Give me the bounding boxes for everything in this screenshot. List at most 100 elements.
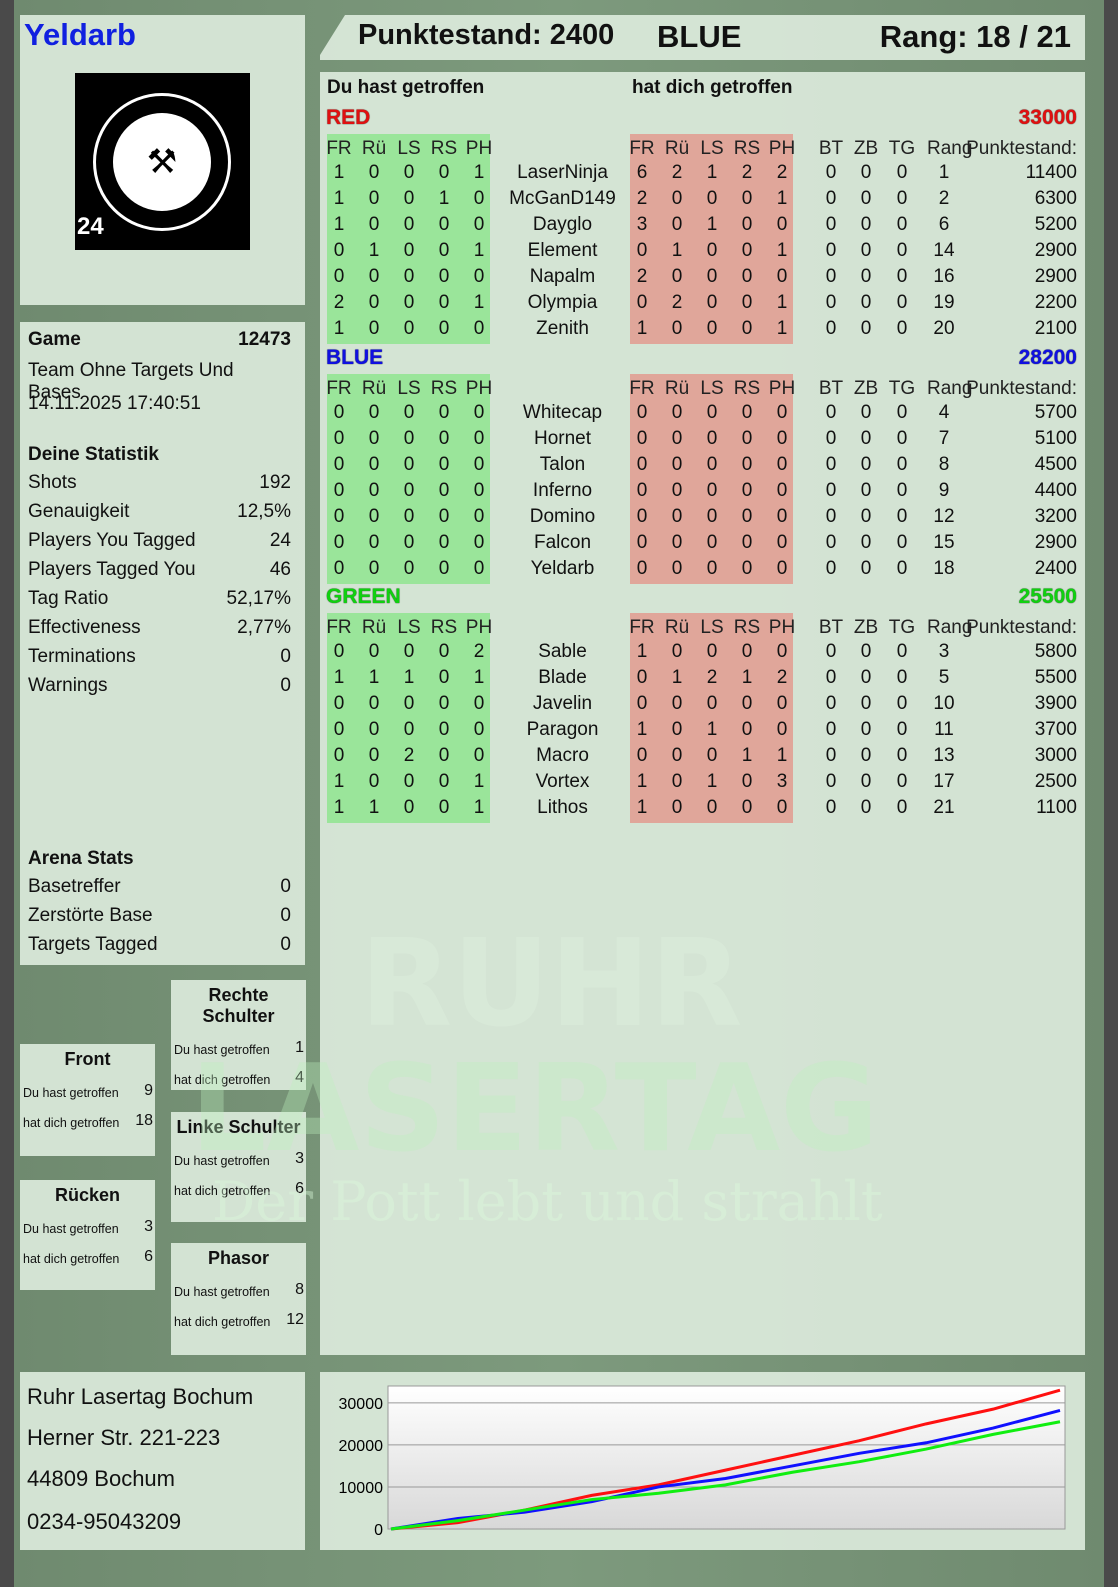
player-score: 5500 bbox=[1034, 667, 1077, 688]
stat-cell: 0 bbox=[825, 641, 837, 662]
col-header: RS bbox=[733, 138, 761, 159]
stat-row: Genauigkeit 12,5% bbox=[28, 501, 291, 523]
stat-cell: 0 bbox=[896, 292, 908, 313]
hit-you-cell: 0 bbox=[741, 771, 753, 792]
logo-number: 24 bbox=[77, 213, 104, 240]
hit-you-cell: 0 bbox=[741, 292, 753, 313]
player-score: 2200 bbox=[1034, 292, 1077, 313]
stat-value: 0 bbox=[280, 675, 291, 696]
hit-you-cell: 0 bbox=[636, 745, 648, 766]
hit-you-cell: 0 bbox=[706, 532, 718, 553]
zone-title: Linke Schulter bbox=[176, 1117, 301, 1137]
zone-row-value: 9 bbox=[144, 1082, 153, 1099]
col-header: Punktestand: bbox=[966, 378, 1077, 399]
you-hit-cell: 0 bbox=[368, 428, 380, 449]
stat-label: Terminations bbox=[28, 646, 136, 667]
hit-you-cell: 0 bbox=[741, 188, 753, 209]
player-name: Napalm bbox=[529, 266, 596, 287]
col-header: PH bbox=[465, 378, 493, 399]
zone-row-value: 1 bbox=[295, 1039, 304, 1056]
hit-you-cell: 0 bbox=[671, 719, 683, 740]
stat-cell: 0 bbox=[860, 532, 872, 553]
col-header: RS bbox=[430, 617, 458, 638]
stat-cell: 16 bbox=[933, 266, 955, 287]
col-header: ZB bbox=[853, 617, 879, 638]
you-hit-cell: 0 bbox=[403, 188, 415, 209]
you-hit-cell: 1 bbox=[368, 797, 380, 818]
hit-you-cell: 0 bbox=[706, 266, 718, 287]
hit-you-cell: 0 bbox=[636, 428, 648, 449]
you-hit-cell: 1 bbox=[438, 188, 450, 209]
zone-row-label: Du hast getroffen bbox=[174, 1043, 270, 1057]
col-header: PH bbox=[768, 617, 796, 638]
stat-row: Shots 192 bbox=[28, 472, 291, 494]
series-line bbox=[390, 1420, 1061, 1531]
zone-row-label: Du hast getroffen bbox=[174, 1285, 270, 1299]
stat-cell: 0 bbox=[860, 693, 872, 714]
address-city: 44809 Bochum bbox=[27, 1466, 175, 1491]
col-header: ZB bbox=[853, 378, 879, 399]
stat-cell: 0 bbox=[860, 797, 872, 818]
arena-row: Basetreffer 0 bbox=[28, 876, 291, 898]
you-hit-cell: 0 bbox=[438, 558, 450, 579]
stat-cell: 0 bbox=[860, 428, 872, 449]
hit-you-cell: 0 bbox=[741, 428, 753, 449]
player-score: 5100 bbox=[1034, 428, 1077, 449]
you-hit-cell: 0 bbox=[403, 454, 415, 475]
stat-value: 52,17% bbox=[226, 588, 291, 609]
you-hit-cell: 0 bbox=[438, 771, 450, 792]
hit-you-cell: 0 bbox=[671, 318, 683, 339]
you-hit-cell: 0 bbox=[438, 266, 450, 287]
you-hit-cell: 1 bbox=[403, 667, 415, 688]
you-hit-cell: 1 bbox=[333, 162, 345, 183]
zone-row-value: 3 bbox=[144, 1218, 153, 1235]
stat-cell: 0 bbox=[825, 162, 837, 183]
col-header: FR bbox=[629, 617, 655, 638]
you-hit-cell: 0 bbox=[473, 506, 485, 527]
zone-row-value: 8 bbox=[295, 1281, 304, 1298]
hit-you-cell: 0 bbox=[636, 240, 648, 261]
you-hit-cell: 0 bbox=[403, 532, 415, 553]
hit-you-cell: 2 bbox=[636, 266, 648, 287]
you-hit-cell: 0 bbox=[438, 480, 450, 501]
you-hit-cell: 0 bbox=[333, 454, 345, 475]
stat-cell: 0 bbox=[896, 719, 908, 740]
you-hit-cell: 0 bbox=[438, 428, 450, 449]
stat-value: 24 bbox=[269, 530, 291, 551]
hit-you-cell: 0 bbox=[706, 318, 718, 339]
hit-you-cell: 1 bbox=[706, 719, 718, 740]
you-hit-cell: 0 bbox=[473, 188, 485, 209]
you-hit-cell: 0 bbox=[403, 266, 415, 287]
stat-label: Players You Tagged bbox=[28, 530, 196, 551]
stat-row: Players You Tagged 24 bbox=[28, 530, 291, 552]
hit-you-cell: 1 bbox=[671, 667, 683, 688]
zone-row-label: Du hast getroffen bbox=[23, 1086, 119, 1100]
address-street: Herner Str. 221-223 bbox=[27, 1425, 221, 1450]
player-score: 4500 bbox=[1034, 454, 1077, 475]
zone-row: Du hast getroffen 9 bbox=[20, 1078, 155, 1100]
hit-you-cell: 0 bbox=[741, 266, 753, 287]
stat-cell: 0 bbox=[825, 506, 837, 527]
stat-cell: 6 bbox=[938, 214, 950, 235]
you-hit-cell: 2 bbox=[403, 745, 415, 766]
zone-row: hat dich getroffen 4 bbox=[171, 1065, 306, 1087]
zone-box: Phasor Du hast getroffen 8 hat dich getroff… bbox=[171, 1243, 306, 1355]
team-name: BLUE bbox=[326, 346, 384, 369]
stat-cell: 0 bbox=[860, 719, 872, 740]
hit-you-cell: 0 bbox=[776, 532, 788, 553]
hit-you-cell: 1 bbox=[706, 214, 718, 235]
col-header: PH bbox=[768, 378, 796, 399]
stat-cell: 0 bbox=[860, 454, 872, 475]
player-name: Element bbox=[527, 240, 598, 261]
stat-cell: 0 bbox=[860, 214, 872, 235]
stat-cell: 0 bbox=[825, 693, 837, 714]
you-hit-cell: 0 bbox=[333, 641, 345, 662]
stat-cell: 11 bbox=[934, 719, 954, 740]
player-name: Whitecap bbox=[522, 402, 603, 423]
you-hit-cell: 1 bbox=[473, 771, 485, 792]
hit-you-cell: 2 bbox=[706, 667, 718, 688]
hit-you-cell: 0 bbox=[671, 214, 683, 235]
hit-you-cell: 2 bbox=[671, 292, 683, 313]
chart-panel: 0 10000 20000 30000 bbox=[320, 1372, 1085, 1550]
you-hit-cell: 1 bbox=[333, 318, 345, 339]
